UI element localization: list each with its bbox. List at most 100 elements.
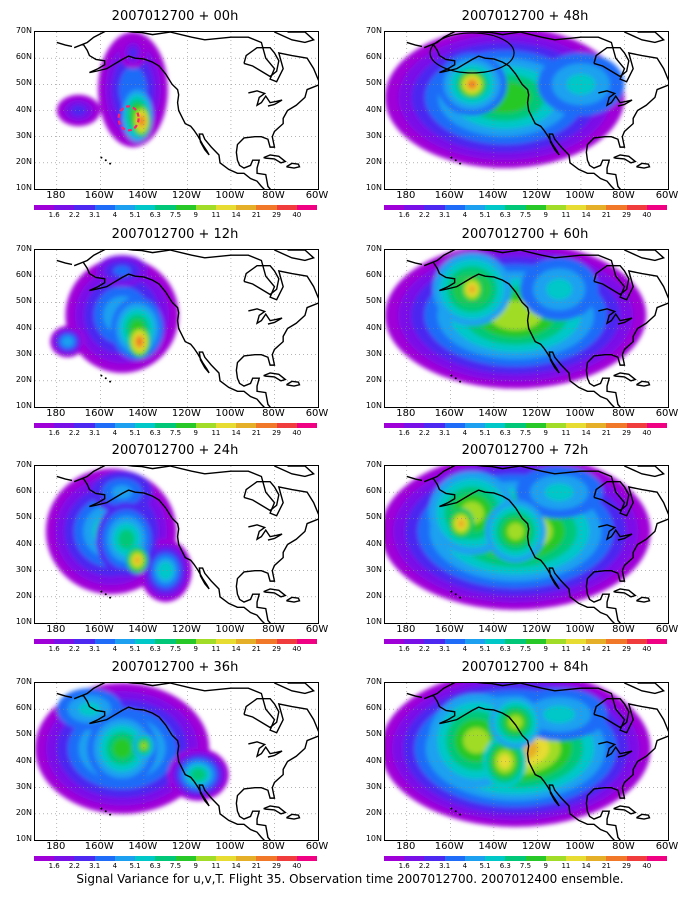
latitude-label: 10N	[365, 617, 382, 626]
variance-map	[385, 683, 668, 840]
coastline	[243, 46, 280, 78]
colorbar-swatch	[545, 856, 566, 861]
longitude-label: 180	[396, 190, 416, 201]
island-dot	[100, 374, 103, 377]
colorbar-label: 5.1	[479, 862, 491, 870]
coastline	[274, 466, 316, 478]
colorbar	[384, 639, 668, 644]
latitude-label: 50N	[15, 296, 32, 306]
island-dot	[459, 380, 462, 383]
coastline	[274, 32, 316, 44]
colorbar-label: 7.5	[169, 429, 182, 437]
colorbar-swatch	[74, 423, 95, 428]
longitude-label: 140W	[128, 190, 158, 201]
latitude-label: 30N	[365, 348, 382, 358]
island-dot	[109, 596, 112, 599]
coastline	[73, 683, 318, 840]
island-dot	[104, 159, 107, 162]
latitude-label: 20N	[15, 590, 32, 600]
latitude-label: 40N	[15, 538, 32, 548]
colorbar-swatch	[296, 205, 318, 210]
island-dot	[450, 590, 453, 593]
latitude-label: 60N	[365, 270, 382, 280]
colorbar	[34, 423, 318, 428]
forecast-panel: 2007012700 + 12h 70N 60N 50N 40N 30N 20N 10N 180…	[0, 218, 350, 437]
latitude-label: 30N	[365, 781, 382, 791]
colorbar-label: 14	[231, 429, 241, 437]
variance-field	[385, 466, 651, 610]
colorbar-swatch	[384, 423, 405, 428]
longitude-label: 120W	[521, 624, 551, 635]
latitude-label: 60N	[15, 486, 32, 496]
latitude-label: 60N	[365, 703, 382, 713]
colorbar-label: 40	[292, 862, 302, 870]
colorbar-label: 21	[251, 862, 261, 870]
longitude-label: 180	[396, 841, 416, 852]
latitude-label: 60N	[15, 703, 32, 713]
latitude-label: 70N	[15, 244, 32, 253]
colorbar-label: 29	[622, 645, 632, 653]
colorbar-swatch	[256, 639, 277, 644]
colorbar-label: 1.6	[48, 862, 60, 870]
variance-contour	[468, 284, 476, 294]
coastline	[636, 162, 651, 169]
longitude-label: 140W	[128, 841, 158, 852]
longitude-label: 180	[46, 408, 66, 419]
coastline	[624, 466, 666, 478]
colorbar-swatch	[34, 423, 55, 428]
coastline	[593, 480, 630, 512]
colorbar-label: 6.3	[149, 211, 161, 219]
colorbar-label: 40	[642, 862, 652, 870]
latitude-label: 10N	[15, 617, 32, 626]
colorbar-label: 3.1	[89, 645, 101, 653]
colorbar-swatch	[404, 856, 425, 861]
map-frame	[384, 249, 669, 408]
variance-contour	[128, 47, 138, 59]
colorbar-label: 11	[211, 429, 221, 437]
longitude-label: 160W	[434, 408, 464, 419]
colorbar-label: 11	[211, 862, 221, 870]
colorbar-label: 21	[601, 862, 611, 870]
variance-contour	[543, 705, 576, 724]
colorbar-label: 2.2	[418, 862, 430, 870]
map-frame	[34, 465, 319, 624]
colorbar-label: 1.6	[398, 211, 410, 219]
colorbar-label: 1.6	[398, 429, 410, 437]
longitude-label: 80W	[612, 841, 635, 852]
coastline	[286, 380, 301, 387]
colorbar-label: 6.3	[499, 429, 511, 437]
colorbar-swatch	[276, 423, 297, 428]
longitude-label: 140W	[128, 624, 158, 635]
longitude-label: 180	[46, 190, 66, 201]
colorbar-swatch	[114, 639, 136, 644]
latitude-label: 20N	[365, 156, 382, 166]
colorbar-swatch	[545, 423, 566, 428]
variance-field	[50, 255, 179, 373]
latitude-label: 20N	[15, 807, 32, 817]
colorbar-label: 1.6	[398, 645, 410, 653]
island-dot	[100, 156, 103, 159]
longitude-label: 160W	[84, 190, 114, 201]
colorbar-label: 4	[462, 211, 468, 219]
panel-title: 2007012700 + 00h	[111, 9, 239, 24]
latitude-label: 40N	[365, 322, 382, 332]
colorbar-label: 21	[251, 429, 261, 437]
colorbar	[384, 423, 668, 428]
longitude-label: 100W	[215, 190, 245, 201]
coastline	[56, 475, 73, 482]
coastline	[624, 683, 666, 695]
colorbar-swatch	[384, 856, 405, 861]
forecast-panel: 2007012700 + 36h 70N 60N 50N 40N 30N 20N 10N 180…	[0, 651, 350, 870]
colorbar-swatch	[175, 205, 196, 210]
longitude-label: 80W	[262, 190, 285, 201]
island-dot	[454, 159, 457, 162]
colorbar-label: 1.6	[398, 862, 410, 870]
coastline	[263, 588, 287, 598]
variance-field	[45, 468, 192, 603]
variance-map	[35, 250, 318, 407]
colorbar-swatch	[74, 639, 95, 644]
coastline	[248, 90, 283, 107]
colorbar-swatch	[54, 423, 75, 428]
variance-contour	[457, 519, 465, 528]
colorbar-label: 14	[231, 862, 241, 870]
